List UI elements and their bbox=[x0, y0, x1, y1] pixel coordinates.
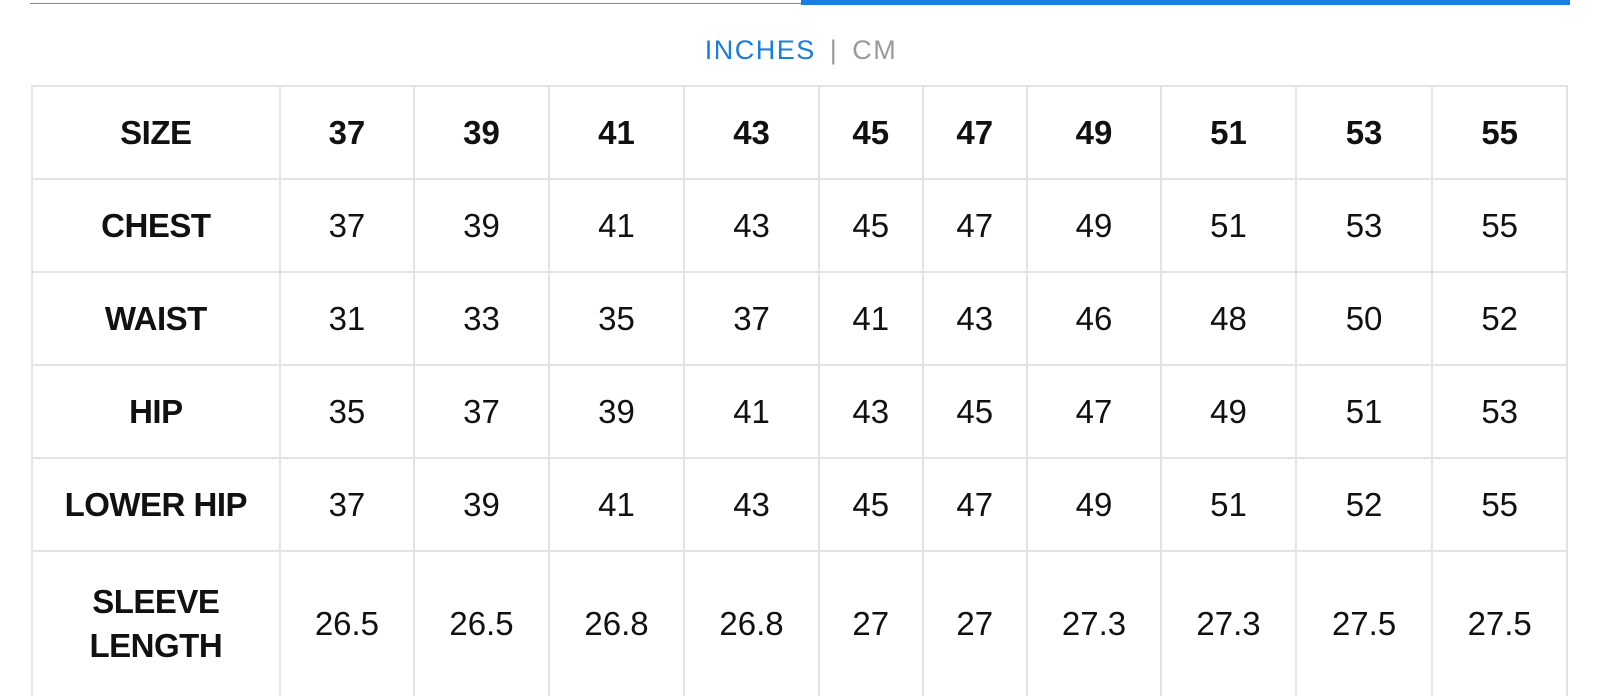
table-cell: 27.3 bbox=[1025, 550, 1163, 696]
table-cell: 55 bbox=[1431, 457, 1568, 552]
table-cell: 35 bbox=[547, 271, 686, 366]
size-header-cell: 51 bbox=[1160, 85, 1297, 180]
table-cell: 47 bbox=[921, 457, 1028, 552]
row-label-sleeve-length: SLEEVE LENGTH bbox=[31, 550, 281, 696]
tab-underline-inactive[interactable] bbox=[30, 3, 801, 4]
table-row-sleeve-length: SLEEVE LENGTH 26.5 26.5 26.8 26.8 27 27 … bbox=[31, 550, 1568, 696]
table-cell: 49 bbox=[1160, 364, 1297, 459]
table-cell: 27.5 bbox=[1294, 550, 1434, 696]
unit-cm-link[interactable]: CM bbox=[852, 35, 898, 65]
size-header-cell: 47 bbox=[921, 85, 1028, 180]
table-row-hip: HIP 35 37 39 41 43 45 47 49 51 53 bbox=[31, 364, 1568, 459]
table-cell: 26.5 bbox=[413, 550, 550, 696]
table-cell: 37 bbox=[278, 457, 416, 552]
row-label-line: LENGTH bbox=[89, 627, 223, 664]
table-cell: 43 bbox=[683, 178, 820, 273]
table-cell: 50 bbox=[1294, 271, 1434, 366]
table-cell: 39 bbox=[413, 178, 550, 273]
table-cell: 33 bbox=[413, 271, 550, 366]
table-cell: 51 bbox=[1160, 457, 1297, 552]
tab-underline-active[interactable] bbox=[801, 0, 1570, 5]
table-cell: 37 bbox=[278, 178, 416, 273]
table-cell: 39 bbox=[547, 364, 686, 459]
row-label-lower-hip: LOWER HIP bbox=[31, 457, 281, 552]
table-cell: 26.8 bbox=[683, 550, 820, 696]
row-label-size: SIZE bbox=[31, 85, 281, 180]
table-row-waist: WAIST 31 33 35 37 41 43 46 48 50 52 bbox=[31, 271, 1568, 366]
table-cell: 41 bbox=[547, 457, 686, 552]
table-cell: 55 bbox=[1431, 178, 1568, 273]
table-header-row: SIZE 37 39 41 43 45 47 49 51 53 55 bbox=[31, 85, 1568, 180]
table-cell: 41 bbox=[817, 271, 924, 366]
table-cell: 52 bbox=[1294, 457, 1434, 552]
size-header-cell: 41 bbox=[547, 85, 686, 180]
table-cell: 37 bbox=[683, 271, 820, 366]
table-cell: 48 bbox=[1160, 271, 1297, 366]
size-header-cell: 49 bbox=[1025, 85, 1163, 180]
table-cell: 37 bbox=[413, 364, 550, 459]
table-cell: 45 bbox=[817, 178, 924, 273]
size-header-cell: 55 bbox=[1431, 85, 1568, 180]
table-row-chest: CHEST 37 39 41 43 45 47 49 51 53 55 bbox=[31, 178, 1568, 273]
table-cell: 45 bbox=[921, 364, 1028, 459]
size-header-cell: 53 bbox=[1294, 85, 1434, 180]
table-cell: 41 bbox=[683, 364, 820, 459]
table-cell: 27 bbox=[921, 550, 1028, 696]
size-header-cell: 43 bbox=[683, 85, 820, 180]
table-row-lower-hip: LOWER HIP 37 39 41 43 45 47 49 51 52 55 bbox=[31, 457, 1568, 552]
table-cell: 51 bbox=[1160, 178, 1297, 273]
size-chart-table: SIZE 37 39 41 43 45 47 49 51 53 55 CHEST… bbox=[31, 85, 1568, 696]
size-header-cell: 45 bbox=[817, 85, 924, 180]
table-cell: 43 bbox=[683, 457, 820, 552]
table-cell: 49 bbox=[1025, 178, 1163, 273]
table-cell: 53 bbox=[1294, 178, 1434, 273]
size-header-cell: 39 bbox=[413, 85, 550, 180]
table-cell: 43 bbox=[817, 364, 924, 459]
table-cell: 47 bbox=[921, 178, 1028, 273]
table-cell: 51 bbox=[1294, 364, 1434, 459]
table-cell: 49 bbox=[1025, 457, 1163, 552]
unit-inches-link[interactable]: INCHES bbox=[704, 35, 816, 65]
row-label-line: SLEEVE bbox=[92, 583, 220, 620]
size-header-cell: 37 bbox=[278, 85, 416, 180]
tab-indicator-bar bbox=[30, 0, 1570, 6]
row-label-hip: HIP bbox=[31, 364, 281, 459]
table-cell: 27.5 bbox=[1431, 550, 1568, 696]
table-cell: 41 bbox=[547, 178, 686, 273]
table-cell: 45 bbox=[817, 457, 924, 552]
unit-toggle: INCHES | CM bbox=[0, 32, 1602, 68]
table-cell: 46 bbox=[1025, 271, 1163, 366]
table-cell: 26.8 bbox=[547, 550, 686, 696]
row-label-chest: CHEST bbox=[31, 178, 281, 273]
table-cell: 43 bbox=[921, 271, 1028, 366]
row-label-waist: WAIST bbox=[31, 271, 281, 366]
table-cell: 53 bbox=[1431, 364, 1568, 459]
table-cell: 26.5 bbox=[278, 550, 416, 696]
table-cell: 39 bbox=[413, 457, 550, 552]
table-cell: 27 bbox=[817, 550, 924, 696]
table-cell: 47 bbox=[1025, 364, 1163, 459]
table-cell: 35 bbox=[278, 364, 416, 459]
table-cell: 52 bbox=[1431, 271, 1568, 366]
table-cell: 27.3 bbox=[1160, 550, 1297, 696]
unit-separator: | bbox=[829, 35, 839, 65]
table-cell: 31 bbox=[278, 271, 416, 366]
